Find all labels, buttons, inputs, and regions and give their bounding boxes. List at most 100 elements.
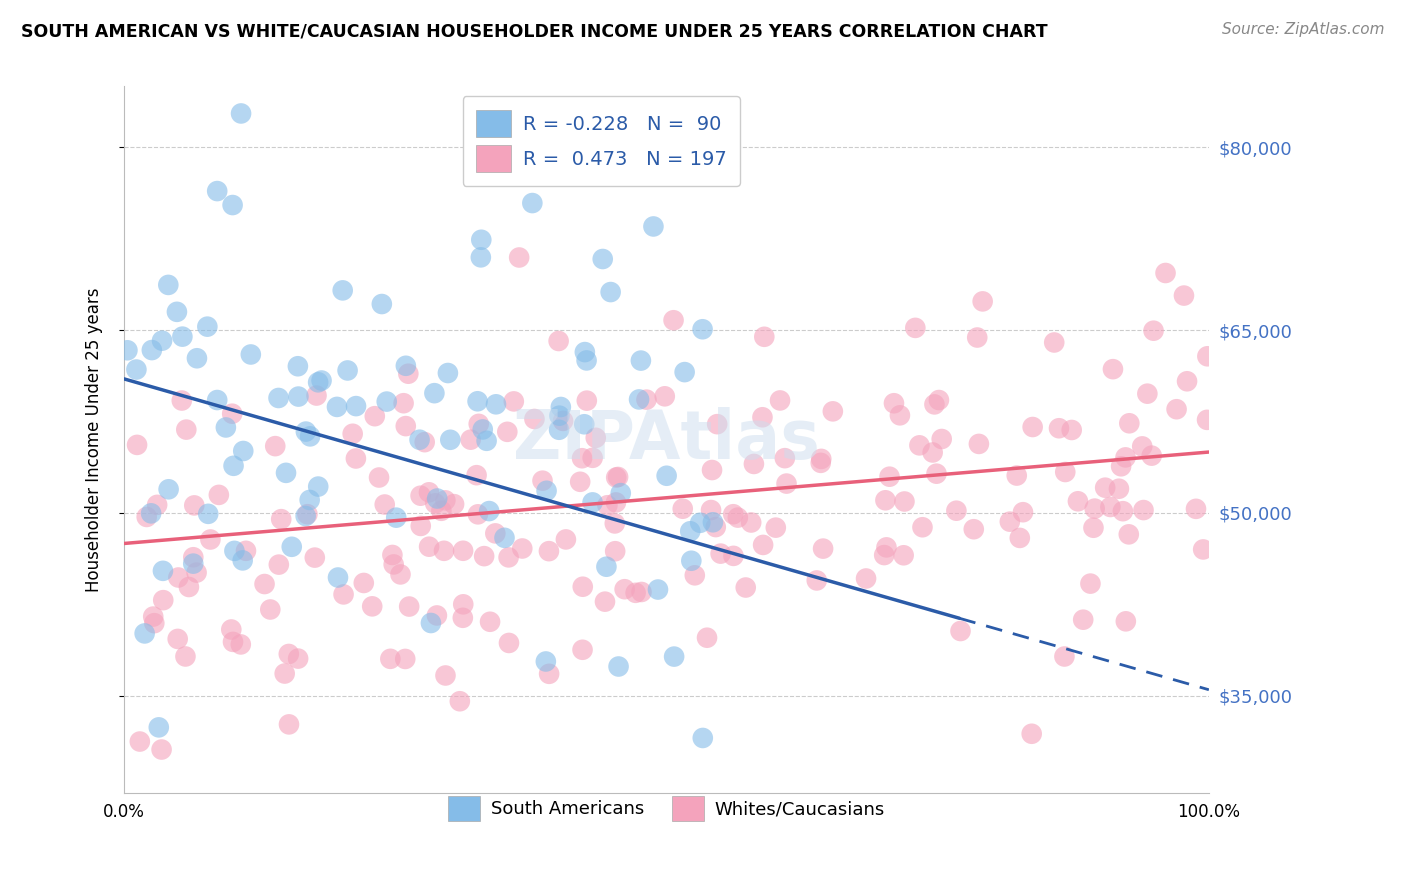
Point — [1118, 527, 1140, 541]
Point — [426, 491, 449, 506]
Point — [723, 507, 745, 521]
Point — [186, 566, 208, 580]
Point — [1043, 335, 1066, 350]
Point — [1054, 465, 1077, 479]
Point — [547, 334, 569, 348]
Point — [425, 496, 447, 510]
Point — [610, 486, 633, 500]
Point — [538, 666, 561, 681]
Point — [628, 392, 651, 407]
Point — [889, 409, 911, 423]
Point — [1080, 576, 1102, 591]
Point — [280, 540, 302, 554]
Point — [921, 445, 943, 459]
Point — [142, 609, 165, 624]
Point — [613, 582, 636, 597]
Point — [336, 363, 359, 377]
Point — [195, 319, 218, 334]
Point — [595, 559, 617, 574]
Point — [508, 119, 530, 133]
Point — [740, 516, 762, 530]
Point — [574, 417, 596, 432]
Point — [967, 437, 990, 451]
Point — [117, 343, 139, 358]
Point — [451, 543, 474, 558]
Point — [1112, 504, 1135, 518]
Point — [139, 507, 162, 521]
Point — [229, 106, 252, 120]
Point — [172, 329, 194, 343]
Point — [949, 624, 972, 638]
Point — [596, 498, 619, 512]
Point — [437, 366, 460, 380]
Point — [723, 549, 745, 563]
Point — [1084, 501, 1107, 516]
Point — [548, 409, 571, 423]
Point — [1005, 468, 1028, 483]
Point — [494, 531, 516, 545]
Point — [765, 521, 787, 535]
Point — [305, 388, 328, 402]
Point — [344, 399, 367, 413]
Point — [510, 541, 533, 556]
Point — [221, 407, 243, 421]
Point — [177, 580, 200, 594]
Point — [478, 504, 501, 518]
Point — [433, 543, 456, 558]
Legend: South Americans, Whites/Caucasians: South Americans, Whites/Caucasians — [436, 783, 898, 834]
Point — [571, 642, 593, 657]
Point — [662, 313, 685, 327]
Point — [821, 404, 844, 418]
Point — [655, 468, 678, 483]
Point — [398, 599, 420, 614]
Point — [734, 581, 756, 595]
Point — [311, 374, 333, 388]
Point — [287, 359, 309, 374]
Point — [152, 564, 174, 578]
Point — [1021, 727, 1043, 741]
Point — [1099, 500, 1122, 514]
Point — [924, 397, 946, 411]
Point — [1102, 362, 1125, 376]
Point — [662, 649, 685, 664]
Point — [742, 457, 765, 471]
Point — [963, 522, 986, 536]
Point — [413, 435, 436, 450]
Point — [575, 353, 598, 368]
Point — [125, 438, 148, 452]
Point — [174, 649, 197, 664]
Point — [143, 616, 166, 631]
Point — [232, 553, 254, 567]
Point — [208, 488, 231, 502]
Point — [908, 438, 931, 452]
Point — [235, 544, 257, 558]
Point — [353, 576, 375, 591]
Point — [460, 433, 482, 447]
Point — [727, 510, 749, 524]
Point — [1008, 531, 1031, 545]
Point — [176, 423, 198, 437]
Point — [972, 294, 994, 309]
Point — [375, 394, 398, 409]
Point — [574, 345, 596, 359]
Text: ZIPAtlas: ZIPAtlas — [513, 407, 820, 473]
Point — [170, 393, 193, 408]
Point — [299, 429, 322, 443]
Point — [467, 394, 489, 409]
Point — [630, 585, 652, 599]
Point — [879, 469, 901, 483]
Point — [689, 516, 711, 530]
Point — [522, 196, 544, 211]
Point — [267, 558, 290, 572]
Point — [361, 599, 384, 614]
Point — [181, 550, 204, 565]
Point — [569, 475, 592, 489]
Point — [571, 451, 593, 466]
Point — [451, 611, 474, 625]
Point — [332, 284, 354, 298]
Point — [382, 558, 405, 572]
Point — [1109, 459, 1132, 474]
Point — [1060, 423, 1083, 437]
Point — [205, 392, 228, 407]
Point — [392, 396, 415, 410]
